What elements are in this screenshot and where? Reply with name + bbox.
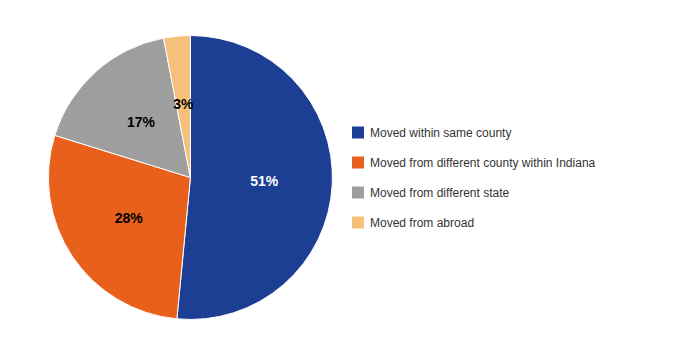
svg-text:3%: 3% (173, 96, 194, 112)
svg-text:Moved from abroad: Moved from abroad (370, 216, 474, 230)
svg-text:Moved from different county wi: Moved from different county within India… (370, 156, 596, 170)
svg-text:Moved from different state: Moved from different state (370, 186, 510, 200)
svg-text:17%: 17% (127, 114, 156, 130)
svg-text:28%: 28% (115, 210, 144, 226)
svg-text:51%: 51% (250, 173, 279, 189)
svg-text:Moved within same county: Moved within same county (370, 126, 511, 140)
